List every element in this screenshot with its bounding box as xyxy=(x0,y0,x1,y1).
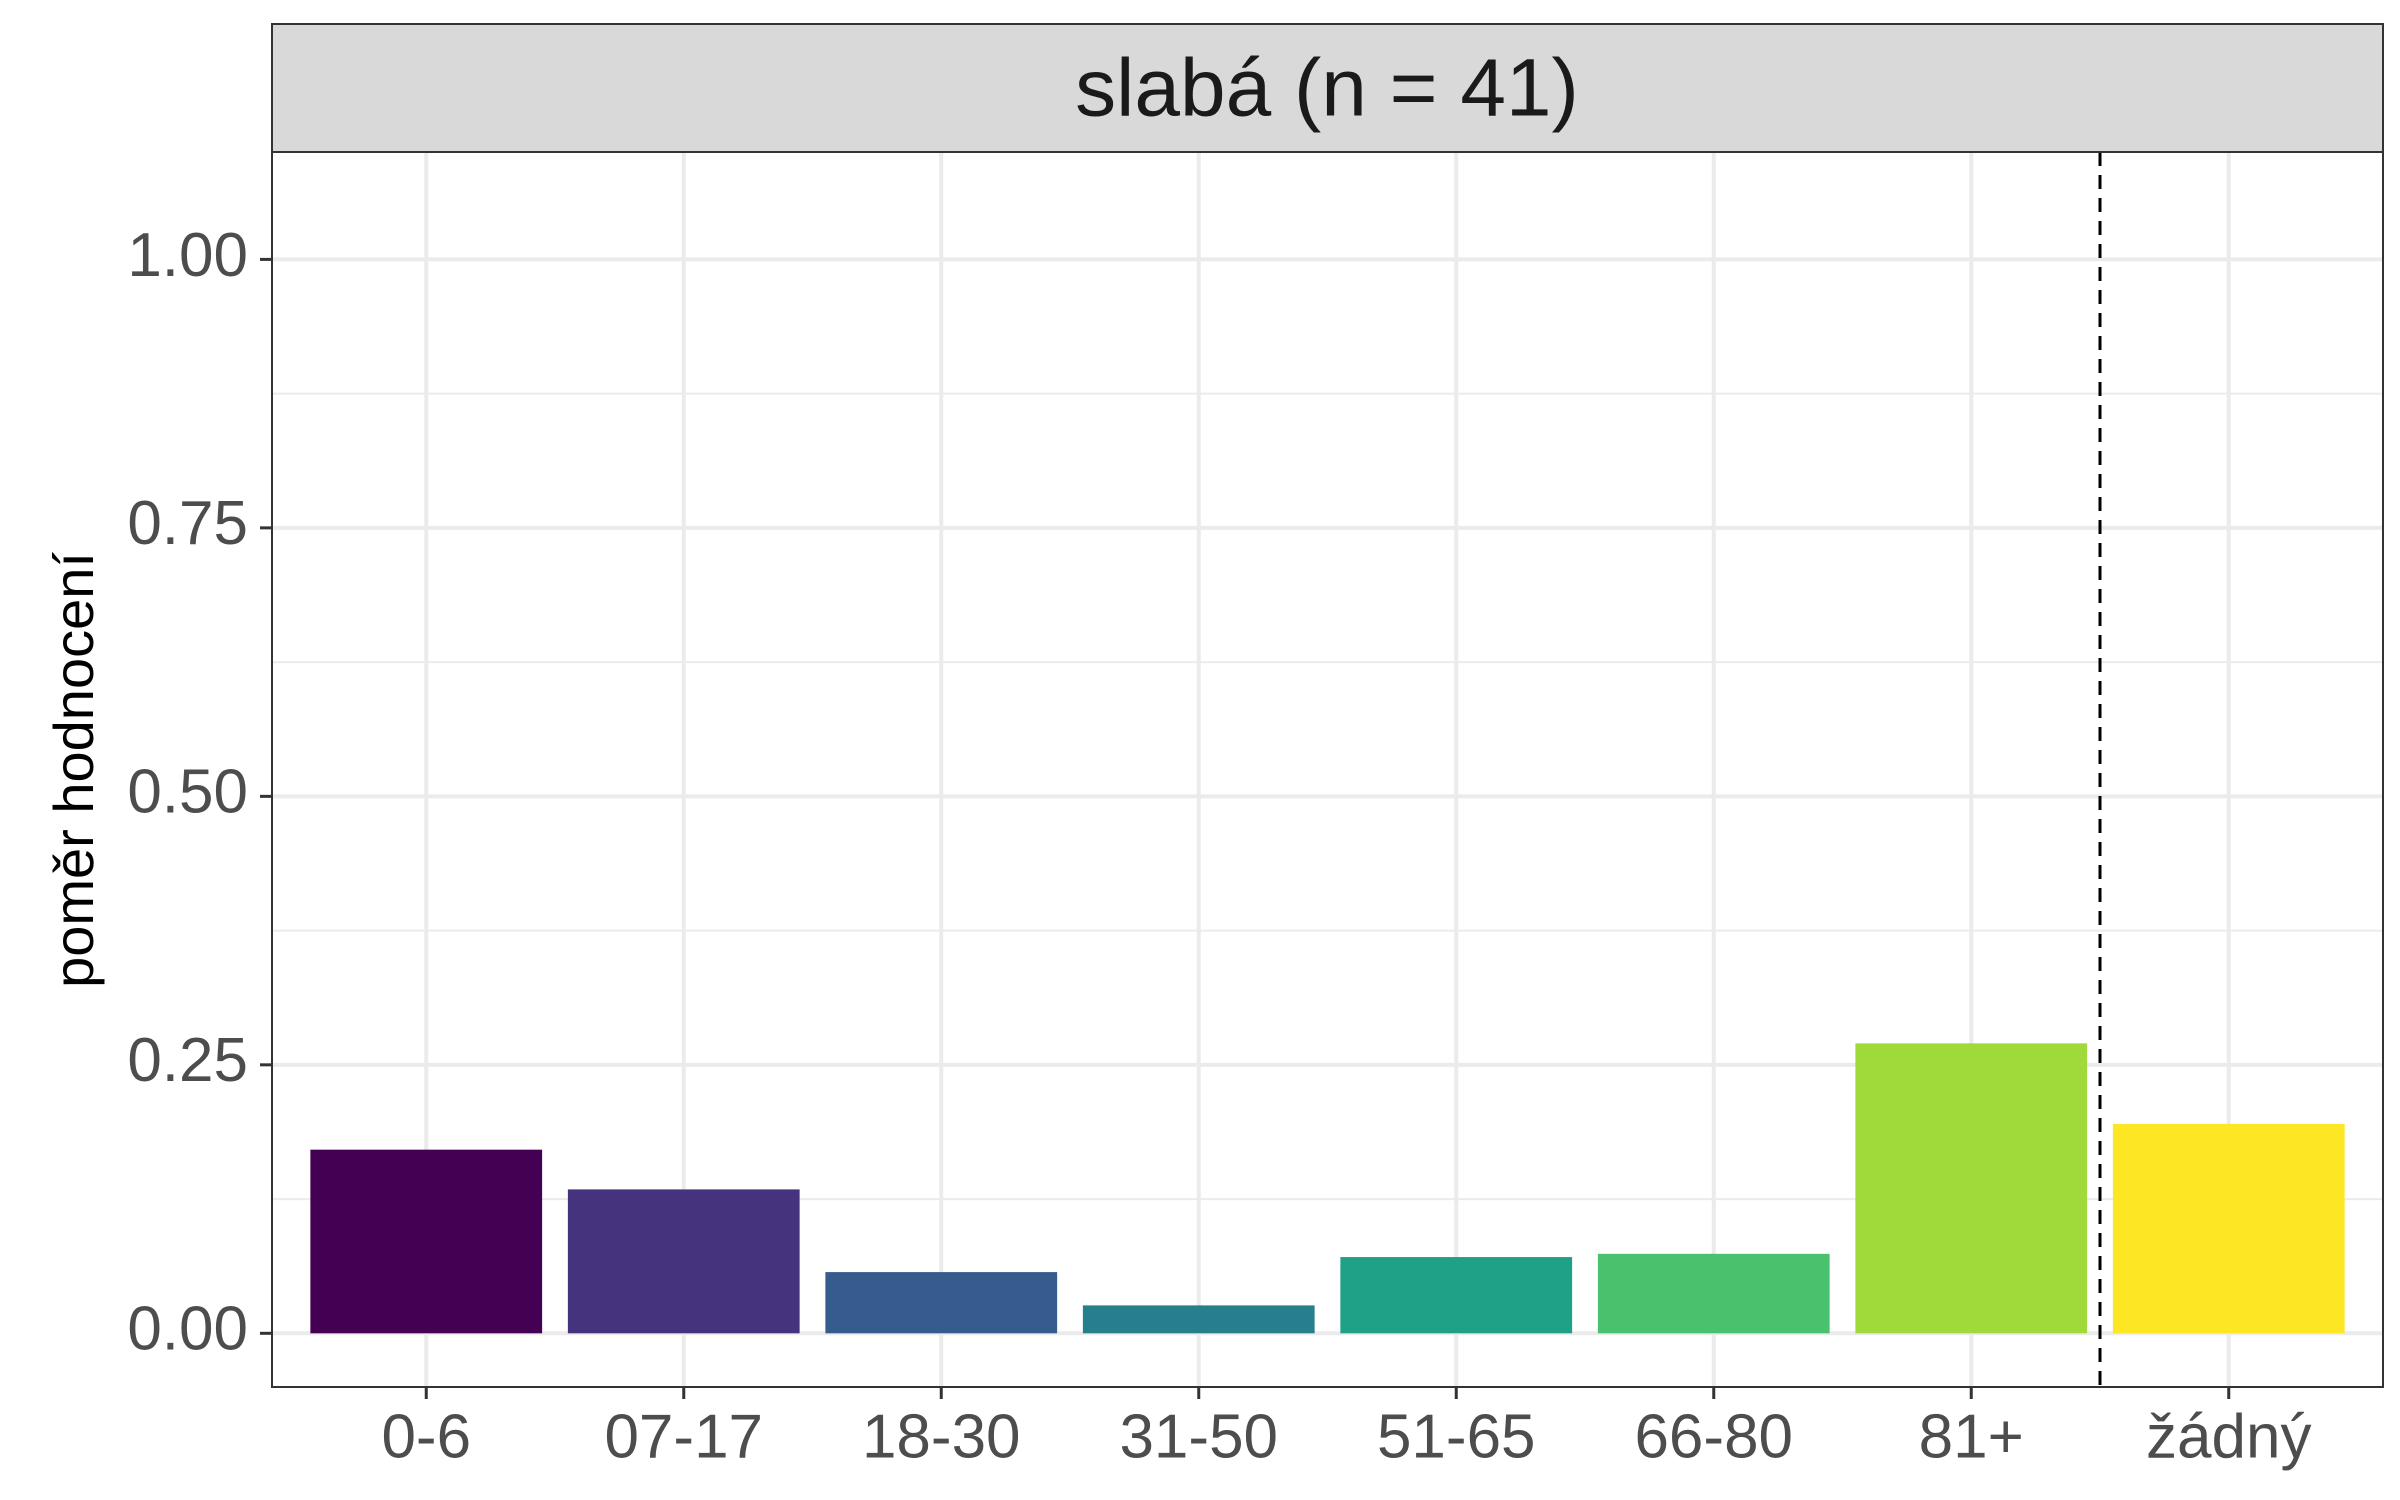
bar-07-17 xyxy=(567,1189,800,1334)
x-tick-label: žádný xyxy=(2146,1402,2311,1471)
x-axis: 0-6 07-17 18-30 31-50 51-65 66-80 81+ žádný xyxy=(381,1387,2311,1471)
bar-18-30 xyxy=(825,1272,1058,1334)
y-tick-label: 0.25 xyxy=(127,1026,248,1095)
x-tick-label: 18-30 xyxy=(862,1402,1021,1471)
bars xyxy=(310,1043,2345,1334)
y-axis: 0.00 0.25 0.50 0.75 1.00 xyxy=(127,221,272,1364)
x-tick-label: 81+ xyxy=(1919,1402,2024,1471)
y-tick-label: 1.00 xyxy=(127,221,248,290)
y-tick-label: 0.75 xyxy=(127,489,248,558)
y-tick-label: 0.00 xyxy=(127,1295,248,1364)
x-tick-label: 31-50 xyxy=(1119,1402,1278,1471)
bar-0-6 xyxy=(310,1149,543,1334)
x-tick-label: 51-65 xyxy=(1377,1402,1536,1471)
bar-51-65 xyxy=(1340,1257,1573,1334)
bar-31-50 xyxy=(1082,1305,1315,1334)
x-tick-label: 0-6 xyxy=(381,1402,471,1471)
bar-66-80 xyxy=(1597,1253,1830,1334)
facet-strip: slabá (n = 41) xyxy=(271,23,2384,153)
y-axis-title: poměr hodnocení xyxy=(42,552,105,988)
x-tick-label: 66-80 xyxy=(1634,1402,1793,1471)
bar-žádný xyxy=(2112,1123,2345,1334)
x-tick-label: 07-17 xyxy=(604,1402,763,1471)
chart-title: slabá (n = 41) xyxy=(1075,43,1579,134)
bar-81+ xyxy=(1855,1043,2088,1334)
facet-strip-background xyxy=(271,23,2384,153)
y-tick-label: 0.50 xyxy=(127,758,248,827)
